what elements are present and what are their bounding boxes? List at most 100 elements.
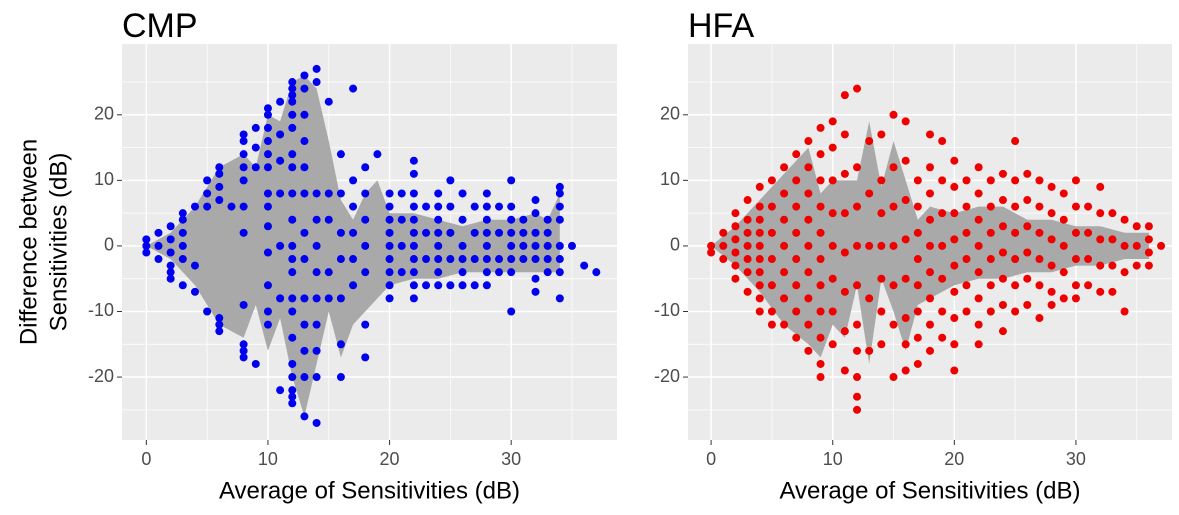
point [470, 228, 479, 237]
point [446, 281, 455, 290]
chart-title: HFA [688, 7, 754, 45]
point [901, 314, 910, 323]
point [1071, 228, 1080, 237]
point [1144, 235, 1153, 244]
point [495, 255, 504, 264]
point [519, 228, 528, 237]
point [926, 268, 934, 277]
point [865, 294, 874, 303]
point [361, 268, 370, 277]
point [215, 314, 224, 323]
point [203, 202, 212, 211]
point [470, 281, 479, 290]
point [215, 196, 224, 205]
point [312, 78, 321, 87]
point [385, 215, 394, 224]
point [1108, 209, 1117, 218]
point [950, 366, 959, 375]
point [804, 268, 813, 277]
point [288, 123, 297, 132]
y-tick-label: -20 [88, 366, 114, 386]
point [239, 150, 248, 159]
point [974, 189, 983, 198]
point [889, 320, 898, 329]
point [434, 202, 443, 211]
point [531, 241, 540, 250]
point [1059, 268, 1068, 277]
point [1108, 287, 1117, 296]
point [531, 196, 540, 205]
point [397, 268, 406, 277]
point [853, 320, 862, 329]
point [828, 117, 837, 126]
x-axis-title: Average of Sensitivities (dB) [219, 477, 520, 504]
point [889, 202, 898, 211]
point [263, 189, 272, 198]
point [962, 176, 971, 185]
point [707, 241, 716, 250]
point [853, 346, 862, 355]
point [458, 189, 467, 198]
point [300, 320, 309, 329]
point [926, 294, 934, 303]
point [1011, 255, 1020, 264]
point [913, 255, 922, 264]
point [877, 307, 886, 316]
point [349, 281, 358, 290]
point [142, 241, 151, 250]
point [731, 274, 740, 283]
point [901, 340, 910, 349]
point [1108, 261, 1117, 270]
point [507, 255, 516, 264]
point [974, 268, 983, 277]
point [385, 294, 394, 303]
point [288, 373, 297, 382]
point [288, 392, 297, 401]
point [300, 346, 309, 355]
y-tick-label: 10 [660, 169, 680, 189]
point [840, 366, 849, 375]
point [853, 241, 862, 250]
point [288, 97, 297, 106]
point [166, 274, 175, 283]
point [215, 320, 224, 329]
point [482, 202, 491, 211]
point [300, 228, 309, 237]
y-tick-label: 20 [94, 104, 114, 124]
point [434, 255, 443, 264]
point [1071, 281, 1080, 290]
point [178, 209, 187, 218]
point [507, 307, 516, 316]
x-tick-label: 30 [1066, 449, 1086, 469]
point [434, 215, 443, 224]
point [580, 261, 589, 270]
point [458, 281, 467, 290]
point [901, 117, 910, 126]
point [263, 202, 272, 211]
point [913, 307, 922, 316]
point [1084, 281, 1093, 290]
point [409, 255, 418, 264]
point [300, 137, 309, 146]
point [950, 209, 959, 218]
point [458, 215, 467, 224]
point [434, 268, 443, 277]
point [154, 228, 163, 237]
point [816, 307, 825, 316]
point [1120, 241, 1129, 250]
point [458, 268, 467, 277]
point [1035, 314, 1044, 323]
point [543, 228, 552, 237]
point [555, 182, 564, 191]
y-axis-title: Sensitivities (dB) [45, 153, 72, 332]
point [998, 274, 1007, 283]
point [853, 281, 862, 290]
point [719, 228, 728, 237]
point [962, 255, 971, 264]
point [385, 241, 394, 250]
point [913, 281, 922, 290]
point [495, 228, 504, 237]
point [555, 241, 564, 250]
point [288, 255, 297, 264]
